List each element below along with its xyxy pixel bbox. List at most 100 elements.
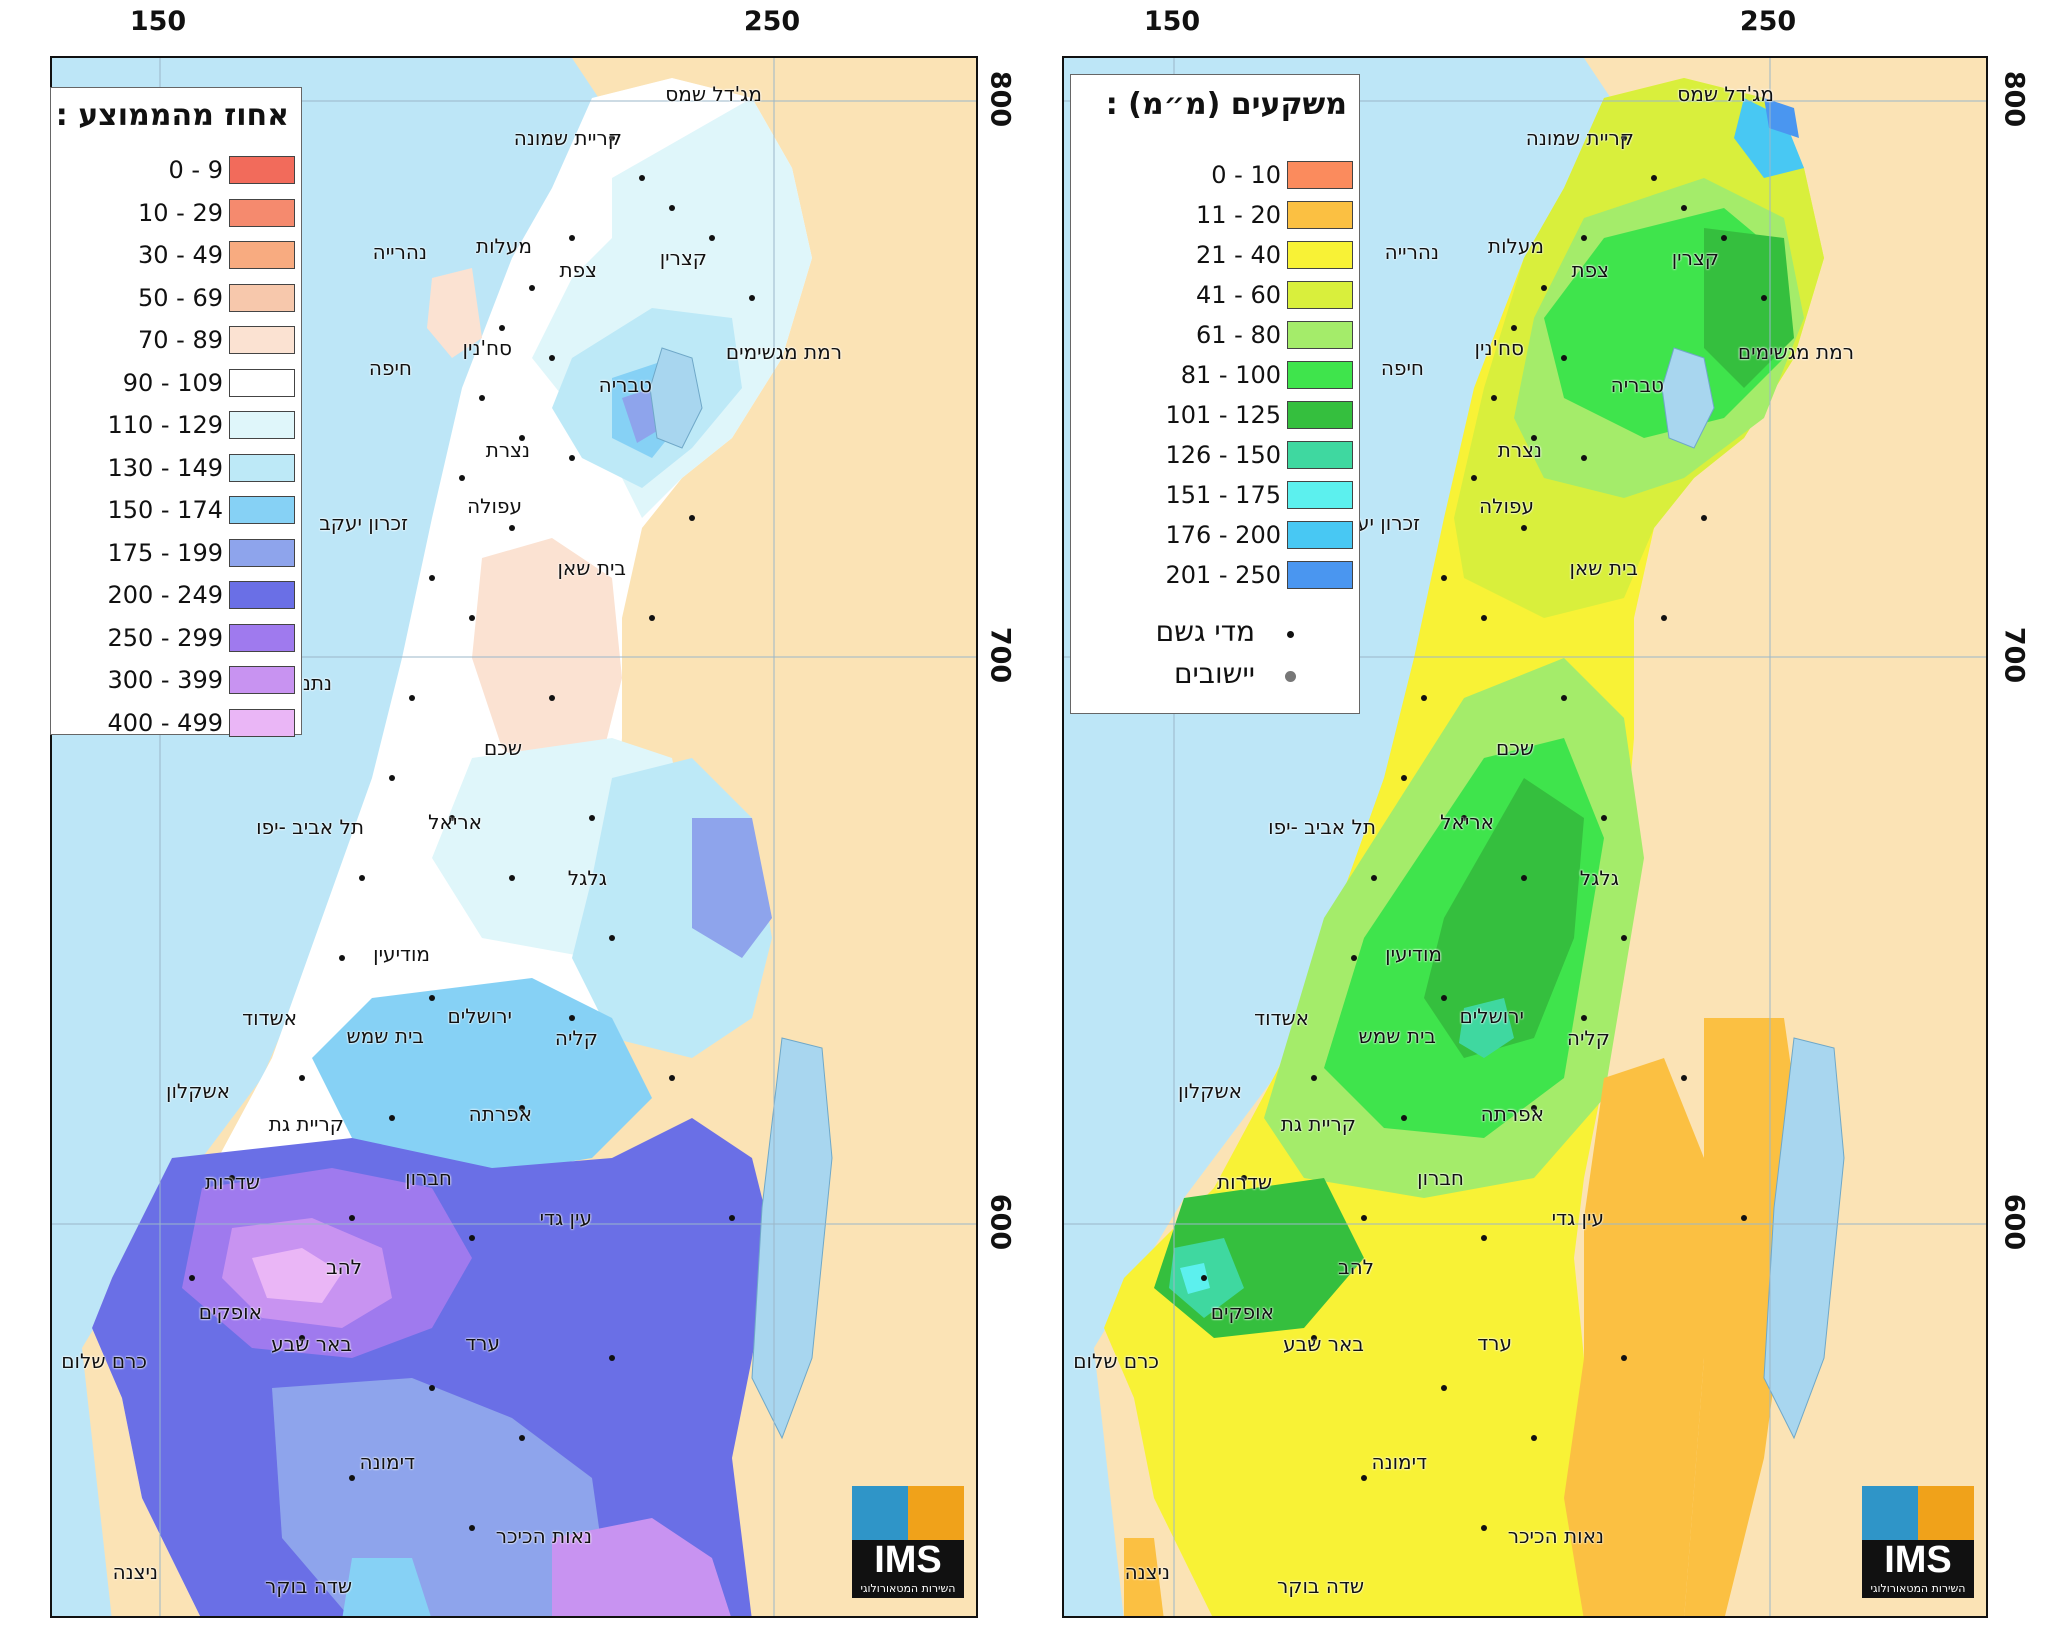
legend-label: 175 - 199 (107, 538, 223, 567)
city-label: תל אביב -יפו (1268, 815, 1376, 839)
city-label: נצרת (1497, 438, 1542, 462)
city-label: ניצנה (112, 1560, 158, 1584)
city-label: גלגל (1579, 866, 1619, 890)
zone-175-199-s (272, 1378, 612, 1616)
legend-swatch (1287, 201, 1353, 229)
legend-row: 41 - 60 (1071, 279, 1361, 313)
x-tick-label: 150 (1143, 6, 1201, 37)
legend-label: 41 - 60 (1196, 281, 1281, 309)
city-label: צפת (559, 258, 598, 282)
legend-label: 176 - 200 (1165, 521, 1281, 549)
city-label: נצרת (485, 438, 530, 462)
settlement-symbol (1285, 671, 1296, 682)
x-tick-label: 250 (743, 6, 801, 37)
city-label: חיפה (368, 356, 412, 380)
city-label: אשדוד (1254, 1006, 1309, 1030)
zone-150-174-s (342, 1558, 431, 1616)
legend-row: 81 - 100 (1071, 359, 1361, 393)
legend-label: 130 - 149 (107, 453, 223, 482)
city-label: ערד (465, 1331, 500, 1355)
y-tick-label: 700 (1998, 626, 2030, 684)
legend-swatch (1287, 161, 1353, 189)
zone-101-125-c (1424, 778, 1584, 1058)
city-label: סח'נין (462, 336, 512, 360)
logo-graphic (1862, 1486, 1974, 1540)
legend-label: 126 - 150 (1165, 441, 1281, 469)
legend-swatch (1287, 241, 1353, 269)
city-label: עפולה (1479, 494, 1534, 518)
city-label: מג'דל שמס (665, 82, 762, 106)
city-label: בית שאן (557, 556, 626, 580)
city-label: אפרתה (1480, 1102, 1544, 1126)
city-label: ניצנה (1124, 1560, 1170, 1584)
city-label: אשדוד (242, 1006, 297, 1030)
zone-11-20 (1564, 1058, 1704, 1616)
city-label: בית שמש (346, 1024, 424, 1048)
city-label: אופקים (198, 1300, 262, 1324)
city-label: דימונה (359, 1450, 416, 1474)
zone-175-199-c (692, 818, 772, 958)
legend-row: 70 - 89 (51, 324, 303, 358)
legend-row: 250 - 299 (51, 622, 303, 656)
city-label: מעלות (475, 234, 532, 258)
city-label: קליה (1566, 1026, 1610, 1050)
legend-row: 50 - 69 (51, 282, 303, 316)
rain-gauge-symbol (1287, 631, 1294, 638)
city-label: נאות הכיכר (1507, 1524, 1604, 1548)
city-label: דימונה (1371, 1450, 1428, 1474)
city-label: שדה בוקר (1276, 1574, 1364, 1598)
city-label: עין גדי (1551, 1206, 1604, 1230)
city-label: קריית גת (1280, 1112, 1356, 1136)
city-label: קריית שמונה (1525, 126, 1634, 150)
city-label: חיפה (1380, 356, 1424, 380)
city-label: עין גדי (539, 1206, 592, 1230)
legend-row: 300 - 399 (51, 664, 303, 698)
legend-swatch (229, 496, 295, 524)
city-label: רמת מגשימים (725, 340, 842, 364)
city-label: להב (1338, 1255, 1374, 1279)
legend-row: 21 - 40 (1071, 239, 1361, 273)
legend-title: אחוז מהממוצע : (55, 98, 289, 133)
map-panel-percent-of-average: 150 250 800 700 600 (0, 0, 1016, 1650)
rain-gauge-label: מדי גשם (1155, 615, 1255, 648)
legend-row: 201 - 250 (1071, 559, 1361, 593)
legend-label: 81 - 100 (1180, 361, 1281, 389)
legend-row: 10 - 29 (51, 197, 303, 231)
city-label: תל אביב -יפו (256, 815, 364, 839)
rain-gauges-left (189, 135, 755, 1531)
city-label: צפת (1571, 258, 1610, 282)
city-label: חברון (1417, 1166, 1464, 1190)
city-label: באר שבע (1283, 1332, 1364, 1356)
city-label: קריית שמונה (513, 126, 622, 150)
city-label: בית שאן (1569, 556, 1638, 580)
city-label: מעלות (1487, 234, 1544, 258)
legend-label: 30 - 49 (138, 241, 223, 269)
city-label: ערד (1477, 1331, 1512, 1355)
legend-swatch (1287, 401, 1353, 429)
city-label: אריאל (428, 810, 482, 834)
legend-swatch (229, 623, 295, 652)
city-label: נהרייה (372, 240, 427, 264)
city-label: בית שמש (1358, 1024, 1436, 1048)
map-canvas-right (1064, 58, 1986, 1616)
city-label: גלגל (567, 866, 607, 890)
ims-logo: IMS השירות המטאורולוגי (1862, 1486, 1974, 1598)
legend-row: 11 - 20 (1071, 199, 1361, 233)
legend-row: 0 - 9 (51, 154, 303, 188)
legend-row: 0 - 10 (1071, 159, 1361, 193)
legend-label: 0 - 9 (168, 156, 223, 184)
city-label: ירושלים (447, 1004, 513, 1028)
city-label: אפרתה (468, 1102, 532, 1126)
city-label: אריאל (1440, 810, 1494, 834)
city-label: קליה (554, 1026, 598, 1050)
legend-row: 126 - 150 (1071, 439, 1361, 473)
legend-swatch (229, 581, 295, 609)
legend-label: 70 - 89 (138, 326, 223, 354)
legend-label: 110 - 129 (107, 411, 223, 439)
sea-of-galilee (649, 347, 703, 449)
legend-label: 50 - 69 (138, 283, 223, 312)
city-label: אשקלון (1178, 1079, 1242, 1103)
map-panel-rainfall: 150 250 800 700 600 (1010, 0, 2030, 1650)
map-canvas-left (52, 58, 976, 1616)
legend-label: 200 - 249 (107, 581, 223, 609)
